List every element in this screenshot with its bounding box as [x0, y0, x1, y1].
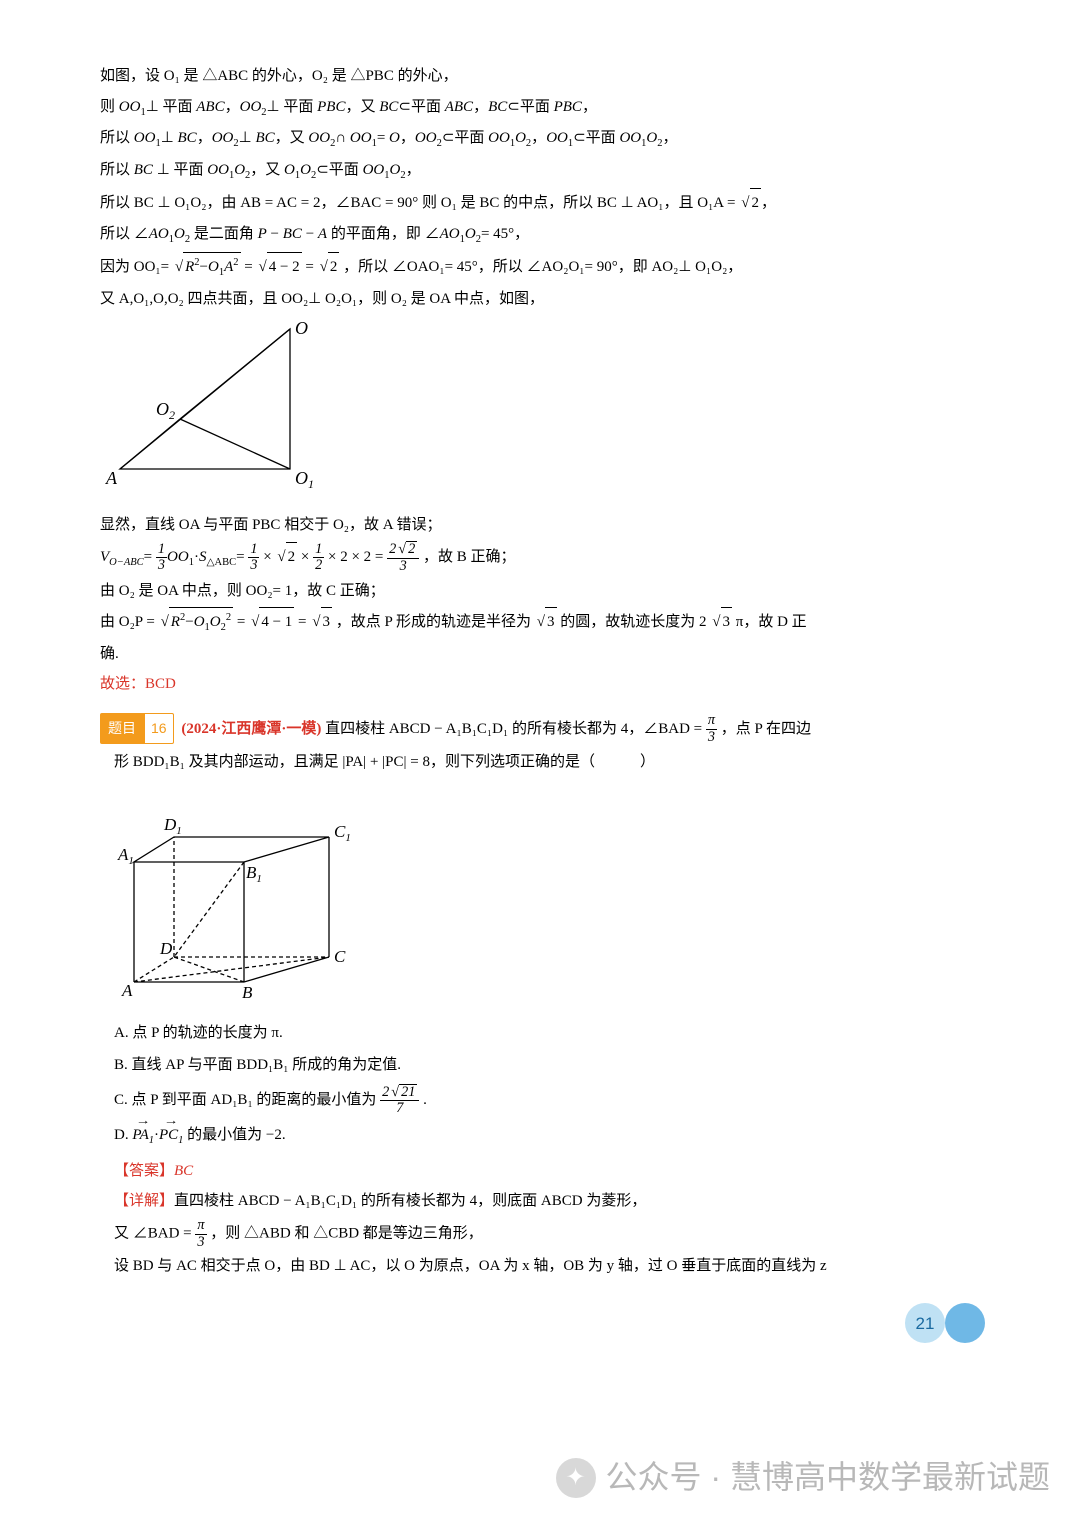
- sol-line: 又 A,O₁,O,O₂ 四点共面，且 OO₂⊥ O₂O₁，则 O₂ 是 OA 中…: [100, 285, 990, 314]
- frac: 13: [156, 542, 167, 574]
- detail-line: 又 ∠BAD = π3 ，则 △ABD 和 △CBD 都是等边三角形，: [114, 1218, 990, 1250]
- stem: ，点 P 在四边: [721, 721, 811, 737]
- sqrt: R2−O1A2: [173, 252, 241, 283]
- detail-line: 设 BD 与 AC 相交于点 O，由 BD ⊥ AC，以 O 为原点，OA 为 …: [114, 1252, 990, 1281]
- v: V: [100, 549, 109, 565]
- text: =: [237, 614, 249, 630]
- sol-line: 确.: [100, 640, 990, 669]
- sqrt: R2−O1O22: [159, 607, 234, 638]
- sol-line: 所以 OO1⊥ BC，OO2⊥ BC，又 OO2∩ OO1= O，OO2⊂平面 …: [100, 124, 990, 154]
- sqrt: 2: [318, 252, 340, 282]
- label-O: O: [295, 319, 308, 338]
- option-d: D. PA1·PC1 的最小值为 −2.: [114, 1121, 990, 1151]
- answer-label: 【答案】: [114, 1163, 174, 1179]
- text: ，则 △ABD 和 △CBD 都是等边三角形，: [210, 1226, 483, 1242]
- label-O2: O2: [156, 399, 175, 422]
- text: π，故 D 正: [736, 614, 807, 630]
- diagram-triangle: A O1 O O2: [100, 319, 990, 505]
- watermark: ✦ 公众号 · 慧博高中数学最新试题: [556, 1447, 1050, 1508]
- text: =: [305, 259, 317, 275]
- stem: 直四棱柱 ABCD − A₁B₁C₁D₁ 的所有棱长都为 4，∠BAD =: [325, 721, 706, 737]
- text: ，所以 ∠OAO₁= 45°，所以 ∠AO₂O₁= 90°，即 AO₂⊥ O₁O…: [343, 259, 742, 275]
- text: 由 O₂P =: [100, 614, 159, 630]
- sqrt: 3: [310, 607, 332, 637]
- problem-tag: 题目: [100, 713, 144, 744]
- text: .: [423, 1092, 427, 1108]
- sol-line: 由 O₂ 是 OA 中点，则 OO₂= 1，故 C 正确；: [100, 577, 990, 606]
- wm-prefix: 公众号 ·: [606, 1459, 730, 1495]
- svg-text:A1: A1: [117, 845, 134, 867]
- sol-line: 则 OO1⊥ 平面 ABC，OO2⊥ 平面 PBC，又 BC⊂平面 ABC，BC…: [100, 93, 990, 123]
- sqrt: 4 − 1: [249, 607, 294, 637]
- stem-cont: 形 BDD₁B₁ 及其内部运动，且满足 |PA| + |PC| = 8，则下列选…: [114, 748, 990, 777]
- text: C. 点 P 到平面 AD₁B₁ 的距离的最小值为: [114, 1092, 380, 1108]
- svg-text:B1: B1: [246, 863, 262, 885]
- svg-text:D: D: [159, 939, 173, 958]
- text: 又 ∠BAD =: [114, 1226, 195, 1242]
- diagram-prism: A B C D A1 B1 C1 D1: [114, 782, 990, 1013]
- sqrt: 3: [710, 607, 732, 637]
- option-b: B. 直线 AP 与平面 BDD₁B₁ 所成的角为定值.: [114, 1051, 990, 1080]
- svg-text:A: A: [121, 981, 133, 1000]
- page-number-icon: 21: [870, 1301, 990, 1346]
- frac: 13: [248, 542, 259, 574]
- sol-line: 所以 BC ⊥ O₁O₂，由 AB = AC = 2，∠BAC = 90° 则 …: [100, 188, 990, 218]
- option-a: A. 点 P 的轨迹的长度为 π.: [114, 1019, 990, 1048]
- text: ，故点 P 形成的轨迹是半径为: [336, 614, 535, 630]
- sqrt: 3: [535, 607, 557, 637]
- wechat-icon: ✦: [556, 1458, 596, 1498]
- sol-line: 所以 BC ⊥ 平面 OO1O2，又 O1O2⊂平面 OO1O2，: [100, 156, 990, 186]
- svg-text:B: B: [242, 983, 253, 1002]
- detail-line: 【详解】直四棱柱 ABCD − A₁B₁C₁D₁ 的所有棱长都为 4，则底面 A…: [114, 1187, 990, 1216]
- svg-text:D1: D1: [163, 815, 182, 837]
- text: =: [244, 259, 256, 275]
- svg-text:C1: C1: [334, 822, 351, 844]
- sqrt: 2: [739, 188, 761, 218]
- text: 的最小值为 −2.: [187, 1127, 285, 1143]
- svg-text:C: C: [334, 947, 346, 966]
- detail-label: 【详解】: [114, 1193, 174, 1209]
- text: 所以 BC ⊥ O₁O₂，由 AB = AC = 2，∠BAC = 90° 则 …: [100, 195, 739, 211]
- frac: 12: [313, 542, 324, 574]
- frac: 223: [387, 541, 419, 574]
- problem-source: (2024·江西鹰潭·一模): [181, 721, 325, 737]
- sqrt: 2: [275, 542, 297, 572]
- frac: π3: [195, 1218, 206, 1250]
- sqrt: 4 − 2: [256, 252, 301, 282]
- page-number: 21: [916, 1314, 935, 1333]
- sub: △ABC: [206, 557, 236, 568]
- vec: PC1: [159, 1121, 183, 1151]
- text: D.: [114, 1127, 132, 1143]
- frac: π3: [706, 713, 717, 745]
- label-O1: O1: [295, 468, 314, 491]
- text: =: [298, 614, 310, 630]
- wm-name: 慧博高中数学最新试题: [730, 1459, 1050, 1495]
- answer-line: 【答案】BC: [114, 1157, 990, 1186]
- sol-line: 由 O₂P = R2−O1O22 = 4 − 1 = 3 ，故点 P 形成的轨迹…: [100, 607, 990, 638]
- text: ，故 B 正确；: [423, 549, 516, 565]
- sol-line: 如图，设 O₁ 是 △ABC 的外心，O₂ 是 △PBC 的外心，: [100, 62, 990, 91]
- sol-answer: 故选：BCD: [100, 670, 990, 699]
- page-number-wrap: 21: [100, 1301, 990, 1351]
- problem-16: 题目16 (2024·江西鹰潭·一模) 直四棱柱 ABCD − A₁B₁C₁D₁…: [100, 713, 990, 746]
- text: ，: [761, 195, 776, 211]
- sol-line: 因为 OO₁= R2−O1A2 = 4 − 2 = 2 ，所以 ∠OAO₁= 4…: [100, 252, 990, 283]
- frac: 2217: [380, 1084, 419, 1117]
- answer: BC: [174, 1163, 193, 1179]
- problem-num: 16: [144, 713, 174, 744]
- option-c: C. 点 P 到平面 AD₁B₁ 的距离的最小值为 2217 .: [114, 1084, 990, 1117]
- sub: O−ABC: [109, 557, 144, 568]
- text: 因为 OO₁=: [100, 259, 173, 275]
- text: 则 OO1⊥ 平面 ABC，OO2⊥ 平面 PBC，又 BC⊂平面 ABC，BC…: [100, 99, 597, 115]
- label-A: A: [105, 468, 118, 488]
- text: 的圆，故轨迹长度为 2: [560, 614, 706, 630]
- vec: PA1: [132, 1121, 154, 1151]
- sol-line: 显然，直线 OA 与平面 PBC 相交于 O₂，故 A 错误；: [100, 511, 990, 540]
- text: 直四棱柱 ABCD − A₁B₁C₁D₁ 的所有棱长都为 4，则底面 ABCD …: [174, 1193, 646, 1209]
- sol-line: VO−ABC= 13OO1·S△ABC= 13 × 2 × 12 × 2 × 2…: [100, 541, 990, 574]
- sol-line: 所以 ∠AO1O2 是二面角 P − BC − A 的平面角，即 ∠AO1O2=…: [100, 220, 990, 250]
